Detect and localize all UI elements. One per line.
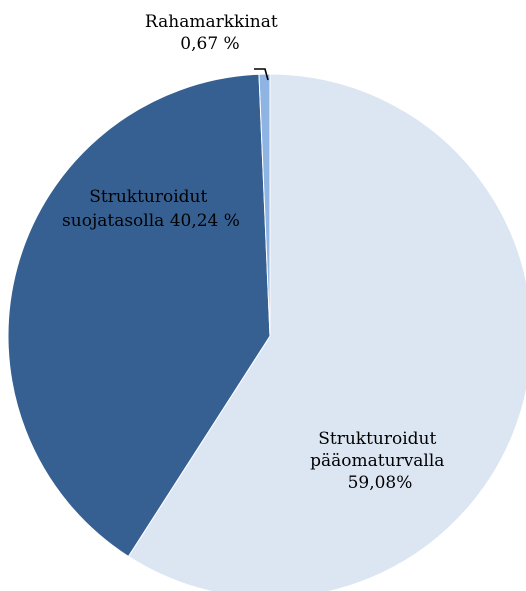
slice-label-rahamarkkinat-line1: Rahamarkkinat — [145, 12, 278, 32]
slice-label-rahamarkkinat-line2: 0,67 % — [180, 34, 239, 54]
slice-label-paaomaturvalla-line3: 59,08% — [348, 473, 413, 493]
leader-line-rahamarkkinat — [254, 68, 269, 81]
slice-label-suojatasolla: Strukturoidut suojatasolla 40,24 % — [62, 187, 240, 231]
slice-suojatasolla — [7, 73, 271, 558]
slice-label-paaomaturvalla-line1: Strukturoidut — [318, 429, 436, 449]
slice-label-suojatasolla-line2: suojatasolla 40,24 % — [62, 211, 240, 231]
pie-slices — [7, 73, 526, 591]
slice-label-paaomaturvalla-line2: pääomaturvalla — [310, 451, 444, 471]
slice-rahamarkkinat — [258, 73, 271, 337]
slice-paaomaturvalla — [127, 73, 526, 591]
slice-label-paaomaturvalla: Strukturoidut pääomaturvalla 59,08% — [310, 429, 450, 493]
slice-label-rahamarkkinat: Rahamarkkinat 0,67 % — [145, 12, 283, 54]
slice-label-suojatasolla-line1: Strukturoidut — [89, 187, 207, 207]
